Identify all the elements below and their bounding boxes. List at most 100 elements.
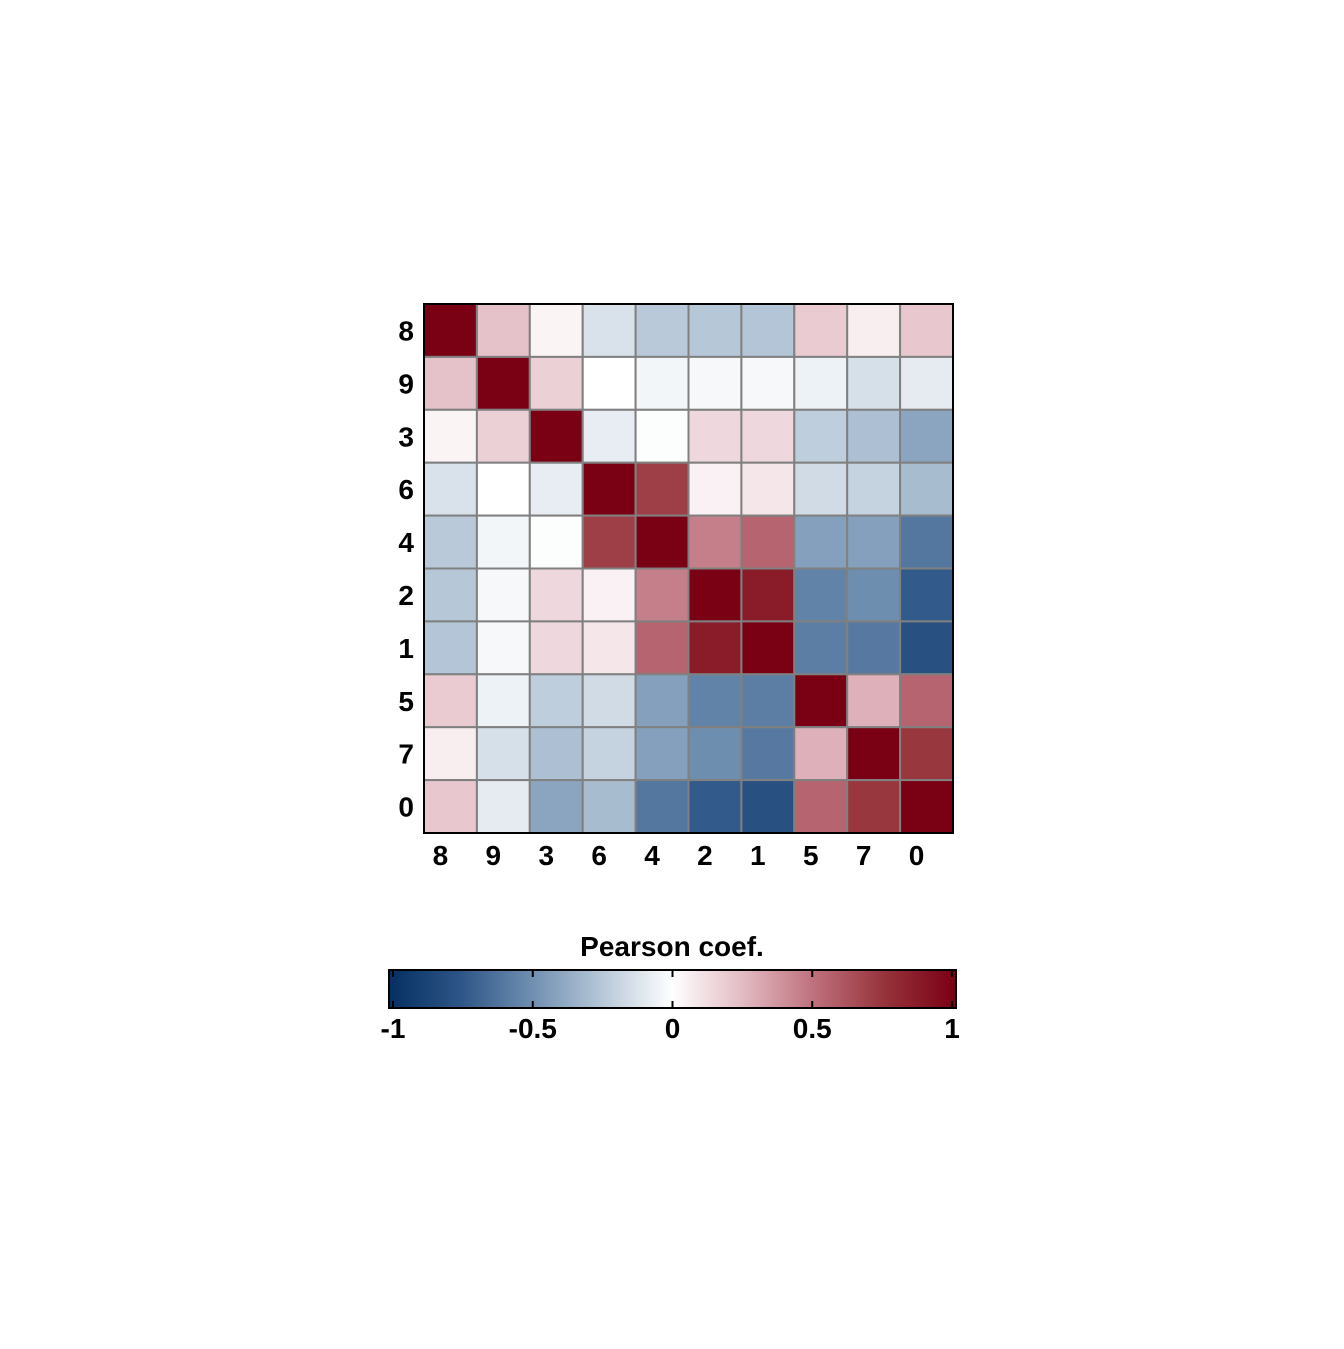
heatmap-cell-9-8 (423, 355, 478, 411)
heatmap-cell-0-3 (528, 779, 584, 834)
heatmap-cell-3-4 (634, 408, 690, 464)
heatmap-cell-4-0 (899, 514, 954, 570)
heatmap-cell-2-7 (846, 567, 902, 623)
heatmap-cell-0-5 (793, 779, 849, 834)
colorbar-tick-label: -0.5 (509, 1013, 557, 1044)
heatmap-cell-1-8 (423, 620, 478, 676)
heatmap-cell-0-0 (899, 779, 954, 834)
heatmap-cell-3-9 (475, 408, 531, 464)
heatmap-cell-8-4 (634, 303, 690, 358)
heatmap-cell-4-1 (740, 514, 796, 570)
heatmap-cell-3-0 (899, 408, 954, 464)
row-tick-label: 1 (398, 633, 414, 664)
column-tick-label: 0 (909, 840, 925, 871)
heatmap-cell-7-8 (423, 726, 478, 782)
heatmap-cell-5-3 (528, 673, 584, 729)
heatmap-cell-7-9 (475, 726, 531, 782)
heatmap-cell-2-4 (634, 567, 690, 623)
heatmap-cell-2-8 (423, 567, 478, 623)
heatmap-cell-3-8 (423, 408, 478, 464)
colorbar-title: Pearson coef. (580, 931, 764, 962)
colorbar-tick-label: -1 (381, 1013, 406, 1044)
heatmap-cell-7-6 (581, 726, 637, 782)
column-tick-labels: 8 9 3 6 4 2 1 5 7 0 (433, 840, 925, 871)
heatmap-cell-8-9 (475, 303, 531, 358)
heatmap-cell-5-9 (475, 673, 531, 729)
heatmap-cell-5-0 (899, 673, 954, 729)
heatmap-cell-1-5 (793, 620, 849, 676)
heatmap-cell-9-7 (846, 355, 902, 411)
row-tick-label: 2 (398, 580, 414, 611)
row-tick-label: 4 (398, 527, 414, 558)
heatmap-cell-9-2 (687, 355, 743, 411)
heatmap-cell-3-2 (687, 408, 743, 464)
colorbar-tick-label: 0.5 (793, 1013, 832, 1044)
heatmap-cell-8-1 (740, 303, 796, 358)
colorbar-tick-label: 1 (944, 1013, 960, 1044)
heatmap-cell-4-8 (423, 514, 478, 570)
heatmap-cell-6-7 (846, 461, 902, 517)
heatmap-cell-5-1 (740, 673, 796, 729)
heatmap-cell-8-7 (846, 303, 902, 358)
heatmap-cell-0-6 (581, 779, 637, 834)
heatmap-cell-4-5 (793, 514, 849, 570)
heatmap-cell-8-2 (687, 303, 743, 358)
heatmap-cell-4-3 (528, 514, 584, 570)
column-tick-label: 4 (644, 840, 660, 871)
row-tick-labels: 8 9 3 6 4 2 1 5 7 0 (398, 315, 414, 822)
heatmap-cell-9-9 (475, 355, 531, 411)
row-tick-label: 5 (398, 686, 414, 717)
heatmap-cell-5-5 (793, 673, 849, 729)
column-tick-label: 3 (538, 840, 554, 871)
heatmap-cell-4-9 (475, 514, 531, 570)
heatmap-cell-6-6 (581, 461, 637, 517)
heatmap-cell-2-9 (475, 567, 531, 623)
heatmap-cells (423, 303, 954, 834)
heatmap-cell-3-3 (528, 408, 584, 464)
column-tick-label: 1 (750, 840, 766, 871)
column-tick-label: 5 (803, 840, 819, 871)
heatmap-cell-0-1 (740, 779, 796, 834)
column-tick-label: 6 (591, 840, 607, 871)
heatmap-cell-5-8 (423, 673, 478, 729)
heatmap-cell-3-7 (846, 408, 902, 464)
heatmap-cell-8-0 (899, 303, 954, 358)
heatmap-cell-9-6 (581, 355, 637, 411)
heatmap-cell-8-6 (581, 303, 637, 358)
heatmap-cell-1-3 (528, 620, 584, 676)
heatmap-cell-1-2 (687, 620, 743, 676)
heatmap-cell-9-3 (528, 355, 584, 411)
colorbar-ticks: -1 -0.5 0 0.5 1 (381, 970, 960, 1044)
heatmap-cell-0-7 (846, 779, 902, 834)
heatmap-cell-6-3 (528, 461, 584, 517)
heatmap-cell-6-9 (475, 461, 531, 517)
heatmap-cell-1-6 (581, 620, 637, 676)
heatmap-cell-6-2 (687, 461, 743, 517)
row-tick-label: 8 (398, 315, 414, 346)
heatmap-cell-7-2 (687, 726, 743, 782)
heatmap-cell-0-2 (687, 779, 743, 834)
heatmap-cell-9-4 (634, 355, 690, 411)
colorbar-tick-label: 0 (665, 1013, 681, 1044)
heatmap-cell-9-0 (899, 355, 954, 411)
row-tick-label: 9 (398, 368, 414, 399)
heatmap-cell-2-5 (793, 567, 849, 623)
heatmap-cell-1-0 (899, 620, 954, 676)
heatmap-cell-8-8 (423, 303, 478, 358)
heatmap-cell-0-4 (634, 779, 690, 834)
heatmap-cell-1-1 (740, 620, 796, 676)
heatmap-cell-2-6 (581, 567, 637, 623)
heatmap-cell-5-4 (634, 673, 690, 729)
heatmap-frame (423, 303, 954, 834)
heatmap-cell-5-2 (687, 673, 743, 729)
heatmap-cell-0-8 (423, 779, 478, 834)
column-tick-label: 8 (433, 840, 449, 871)
heatmap-cell-0-9 (475, 779, 531, 834)
heatmap-cell-7-3 (528, 726, 584, 782)
heatmap-cell-6-0 (899, 461, 954, 517)
heatmap-cell-2-0 (899, 567, 954, 623)
heatmap-cell-7-5 (793, 726, 849, 782)
heatmap-cell-2-2 (687, 567, 743, 623)
column-tick-label: 7 (856, 840, 872, 871)
